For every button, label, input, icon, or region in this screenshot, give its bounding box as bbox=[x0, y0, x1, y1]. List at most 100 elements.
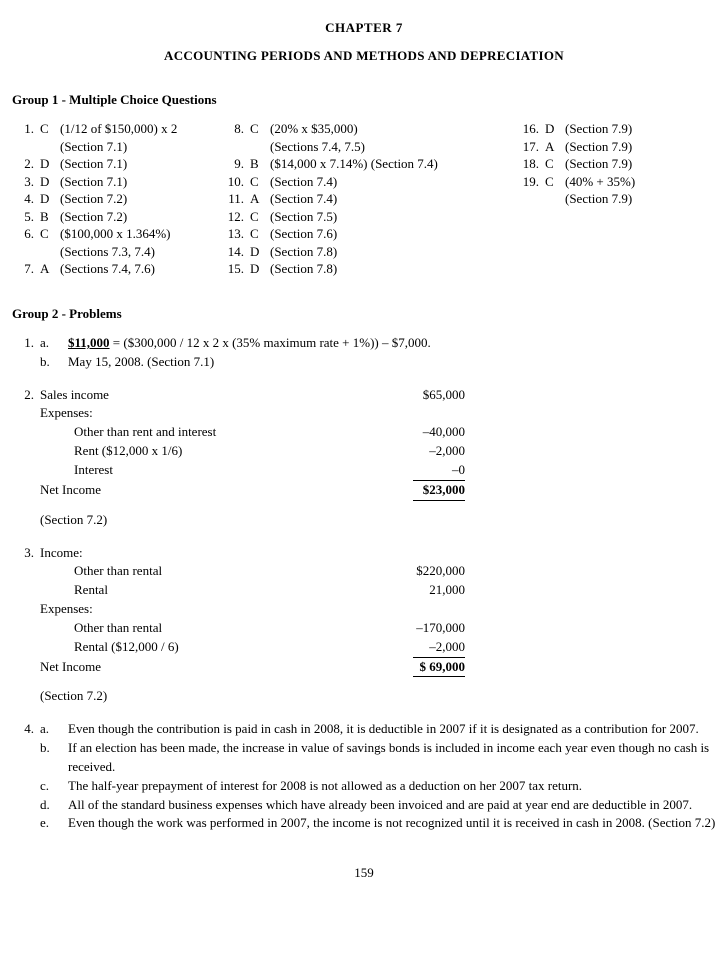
line-value: $65,000 bbox=[385, 386, 465, 405]
subpart-label: c. bbox=[34, 777, 68, 796]
line-label: Other than rental bbox=[34, 619, 385, 638]
mc-number bbox=[12, 138, 36, 156]
problem-1: 1. a. $11,000 = ($300,000 / 12 x 2 x (35… bbox=[12, 334, 716, 372]
line-label: Sales income bbox=[34, 386, 385, 405]
problem-2: 2.Sales income$65,000Expenses:Other than… bbox=[12, 386, 716, 530]
mc-row: 5.B(Section 7.2) bbox=[12, 208, 212, 226]
mc-detail: (Section 7.9) bbox=[565, 155, 707, 173]
answer-text: If an election has been made, the increa… bbox=[68, 739, 716, 777]
line-value bbox=[385, 404, 465, 423]
subpart-label: b. bbox=[34, 353, 68, 372]
answer-text: Even though the work was performed in 20… bbox=[68, 814, 716, 833]
mc-number: 12. bbox=[222, 208, 246, 226]
mc-detail: (Section 7.1) bbox=[60, 173, 212, 191]
line-label: Net Income bbox=[34, 658, 385, 678]
mc-number bbox=[222, 138, 246, 156]
mc-row: 16.D(Section 7.9) bbox=[517, 120, 707, 138]
line-label: Other than rent and interest bbox=[34, 423, 385, 442]
line-label: Income: bbox=[34, 544, 385, 563]
problem-number: 3. bbox=[12, 544, 34, 563]
mc-detail: (Section 7.6) bbox=[270, 225, 507, 243]
mc-number: 5. bbox=[12, 208, 36, 226]
mc-number: 14. bbox=[222, 243, 246, 261]
problem-4: 4.a.Even though the contribution is paid… bbox=[12, 720, 716, 833]
answer-text: All of the standard business expenses wh… bbox=[68, 796, 716, 815]
subpart-row: b.If an election has been made, the incr… bbox=[12, 739, 716, 777]
mc-answer: C bbox=[246, 208, 270, 226]
mc-answer: D bbox=[246, 260, 270, 278]
mc-detail: (Section 7.9) bbox=[565, 138, 707, 156]
financial-row: Expenses: bbox=[12, 404, 716, 423]
line-value: $ 69,000 bbox=[385, 658, 465, 678]
subpart-label: b. bbox=[34, 739, 68, 777]
mc-answer: D bbox=[541, 120, 565, 138]
page-title: ACCOUNTING PERIODS AND METHODS AND DEPRE… bbox=[12, 48, 716, 64]
problem-number: 4. bbox=[12, 720, 34, 739]
financial-row: Rental ($12,000 / 6)–2,000 bbox=[12, 638, 716, 658]
answer-amount: $11,000 bbox=[68, 335, 110, 350]
mc-number: 11. bbox=[222, 190, 246, 208]
answer-text: Even though the contribution is paid in … bbox=[68, 720, 716, 739]
mc-detail: ($100,000 x 1.364%) bbox=[60, 225, 212, 243]
mc-detail: (Section 7.4) bbox=[270, 173, 507, 191]
line-value: $220,000 bbox=[385, 562, 465, 581]
mc-detail: (40% + 35%) bbox=[565, 173, 707, 191]
section-ref: (Section 7.2) bbox=[34, 511, 716, 530]
multiple-choice-grid: 1.C(1/12 of $150,000) x 2(Section 7.1)2.… bbox=[12, 120, 716, 278]
financial-row: Other than rental$220,000 bbox=[12, 562, 716, 581]
line-value: 21,000 bbox=[385, 581, 465, 600]
mc-number: 17. bbox=[517, 138, 541, 156]
financial-row: Net Income$23,000 bbox=[12, 481, 716, 501]
mc-answer bbox=[36, 243, 60, 261]
mc-answer: B bbox=[246, 155, 270, 173]
mc-row: 9.B($14,000 x 7.14%) (Section 7.4) bbox=[222, 155, 507, 173]
mc-detail: ($14,000 x 7.14%) (Section 7.4) bbox=[270, 155, 507, 173]
mc-number: 10. bbox=[222, 173, 246, 191]
mc-detail: (Section 7.9) bbox=[565, 120, 707, 138]
mc-column-1: 1.C(1/12 of $150,000) x 2(Section 7.1)2.… bbox=[12, 120, 212, 278]
group1-heading: Group 1 - Multiple Choice Questions bbox=[12, 92, 716, 108]
mc-number: 13. bbox=[222, 225, 246, 243]
mc-number: 3. bbox=[12, 173, 36, 191]
page-number: 159 bbox=[12, 865, 716, 881]
mc-detail: (Section 7.4) bbox=[270, 190, 507, 208]
financial-row: Other than rental–170,000 bbox=[12, 619, 716, 638]
problem-3: 3.Income:Other than rental$220,000Rental… bbox=[12, 544, 716, 707]
mc-answer: C bbox=[36, 225, 60, 243]
line-value: –2,000 bbox=[385, 638, 465, 658]
subpart-row: e.Even though the work was performed in … bbox=[12, 814, 716, 833]
mc-row: 11.A(Section 7.4) bbox=[222, 190, 507, 208]
mc-row: 3.D(Section 7.1) bbox=[12, 173, 212, 191]
mc-answer: D bbox=[36, 155, 60, 173]
line-value bbox=[385, 544, 465, 563]
mc-number: 8. bbox=[222, 120, 246, 138]
mc-row: 7.A(Sections 7.4, 7.6) bbox=[12, 260, 212, 278]
mc-row: 8.C(20% x $35,000) bbox=[222, 120, 507, 138]
answer-rest: = ($300,000 / 12 x 2 x (35% maximum rate… bbox=[110, 335, 431, 350]
financial-row: Expenses: bbox=[12, 600, 716, 619]
section-ref: (Section 7.2) bbox=[34, 687, 716, 706]
mc-detail: (Sections 7.4, 7.6) bbox=[60, 260, 212, 278]
mc-number: 1. bbox=[12, 120, 36, 138]
mc-detail: (Section 7.1) bbox=[60, 155, 212, 173]
line-value bbox=[385, 600, 465, 619]
mc-row: (Section 7.1) bbox=[12, 138, 212, 156]
mc-row: 17.A(Section 7.9) bbox=[517, 138, 707, 156]
mc-number: 2. bbox=[12, 155, 36, 173]
subpart-label: a. bbox=[34, 720, 68, 739]
mc-answer bbox=[541, 190, 565, 208]
mc-detail: (Section 7.2) bbox=[60, 208, 212, 226]
subpart-row: c.The half-year prepayment of interest f… bbox=[12, 777, 716, 796]
line-value: –40,000 bbox=[385, 423, 465, 442]
mc-answer bbox=[36, 138, 60, 156]
mc-row: 13.C(Section 7.6) bbox=[222, 225, 507, 243]
mc-detail: (Section 7.1) bbox=[60, 138, 212, 156]
mc-detail: (20% x $35,000) bbox=[270, 120, 507, 138]
mc-answer: C bbox=[36, 120, 60, 138]
mc-row: 6.C($100,000 x 1.364%) bbox=[12, 225, 212, 243]
mc-detail: (Sections 7.4, 7.5) bbox=[270, 138, 507, 156]
mc-row: 19.C(40% + 35%) bbox=[517, 173, 707, 191]
answer-text: The half-year prepayment of interest for… bbox=[68, 777, 716, 796]
mc-answer: D bbox=[36, 173, 60, 191]
line-label: Expenses: bbox=[34, 404, 385, 423]
